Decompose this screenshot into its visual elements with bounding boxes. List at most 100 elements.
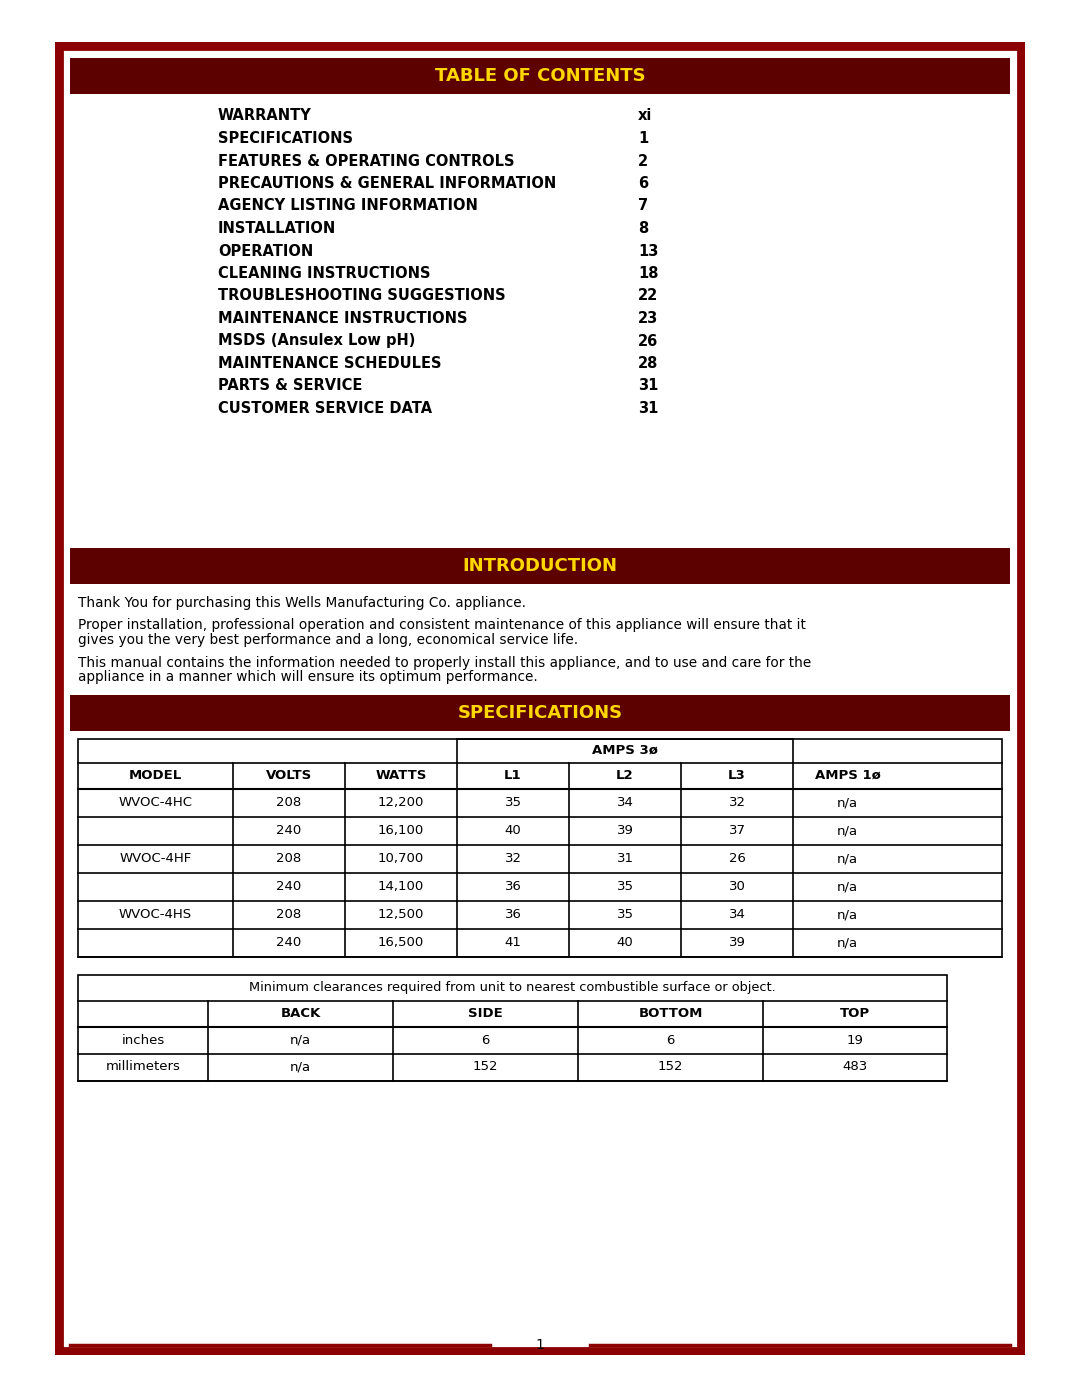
Text: 40: 40 bbox=[617, 936, 633, 949]
Text: Minimum clearances required from unit to nearest combustible surface or object.: Minimum clearances required from unit to… bbox=[249, 981, 775, 995]
Text: 39: 39 bbox=[729, 936, 745, 949]
Text: gives you the very best performance and a long, economical service life.: gives you the very best performance and … bbox=[78, 633, 578, 647]
Text: n/a: n/a bbox=[837, 908, 859, 921]
Text: WATTS: WATTS bbox=[376, 768, 427, 782]
Text: 26: 26 bbox=[638, 334, 658, 348]
Text: FEATURES & OPERATING CONTROLS: FEATURES & OPERATING CONTROLS bbox=[218, 154, 514, 169]
Text: SPECIFICATIONS: SPECIFICATIONS bbox=[458, 704, 622, 721]
Text: PARTS & SERVICE: PARTS & SERVICE bbox=[218, 379, 363, 394]
Text: 240: 240 bbox=[276, 936, 301, 949]
Text: 6: 6 bbox=[482, 1034, 489, 1046]
Text: n/a: n/a bbox=[837, 824, 859, 837]
Text: 14,100: 14,100 bbox=[378, 880, 424, 893]
Text: 34: 34 bbox=[617, 796, 634, 809]
Text: SIDE: SIDE bbox=[468, 1007, 503, 1020]
Bar bbox=[70, 548, 1010, 584]
Text: 208: 208 bbox=[276, 908, 301, 921]
Text: xi: xi bbox=[638, 109, 652, 123]
Text: MODEL: MODEL bbox=[129, 768, 183, 782]
Text: 31: 31 bbox=[617, 852, 634, 865]
Text: 208: 208 bbox=[276, 796, 301, 809]
Text: L1: L1 bbox=[504, 768, 522, 782]
Text: This manual contains the information needed to properly install this appliance, : This manual contains the information nee… bbox=[78, 655, 811, 669]
Text: BACK: BACK bbox=[281, 1007, 321, 1020]
Text: 483: 483 bbox=[842, 1060, 867, 1073]
Text: millimeters: millimeters bbox=[106, 1060, 180, 1073]
Text: SPECIFICATIONS: SPECIFICATIONS bbox=[218, 131, 353, 147]
Text: L3: L3 bbox=[728, 768, 746, 782]
Text: 16,500: 16,500 bbox=[378, 936, 424, 949]
Text: 39: 39 bbox=[617, 824, 634, 837]
Text: MAINTENANCE SCHEDULES: MAINTENANCE SCHEDULES bbox=[218, 356, 442, 372]
Text: AMPS 1ø: AMPS 1ø bbox=[814, 768, 880, 782]
Text: AGENCY LISTING INFORMATION: AGENCY LISTING INFORMATION bbox=[218, 198, 477, 214]
Text: 22: 22 bbox=[638, 289, 658, 303]
Text: 28: 28 bbox=[638, 356, 659, 372]
Text: 2: 2 bbox=[638, 154, 648, 169]
Text: 41: 41 bbox=[504, 936, 522, 949]
Bar bbox=[78, 975, 947, 1080]
Text: 35: 35 bbox=[617, 880, 634, 893]
Text: WVOC-4HC: WVOC-4HC bbox=[119, 796, 192, 809]
Text: 23: 23 bbox=[638, 312, 658, 326]
Text: 31: 31 bbox=[638, 401, 659, 416]
Text: inches: inches bbox=[121, 1034, 164, 1046]
Text: MAINTENANCE INSTRUCTIONS: MAINTENANCE INSTRUCTIONS bbox=[218, 312, 468, 326]
Text: n/a: n/a bbox=[289, 1034, 311, 1046]
Text: 31: 31 bbox=[638, 379, 659, 394]
Text: WVOC-4HF: WVOC-4HF bbox=[120, 852, 191, 865]
Text: 16,100: 16,100 bbox=[378, 824, 424, 837]
Text: 240: 240 bbox=[276, 824, 301, 837]
Text: VOLTS: VOLTS bbox=[266, 768, 312, 782]
Text: n/a: n/a bbox=[289, 1060, 311, 1073]
Text: 35: 35 bbox=[617, 908, 634, 921]
Text: 30: 30 bbox=[729, 880, 745, 893]
Text: 18: 18 bbox=[638, 265, 659, 281]
Text: INTRODUCTION: INTRODUCTION bbox=[462, 557, 618, 576]
Text: 32: 32 bbox=[729, 796, 745, 809]
Text: 13: 13 bbox=[638, 243, 659, 258]
Text: n/a: n/a bbox=[837, 936, 859, 949]
Text: 152: 152 bbox=[658, 1060, 684, 1073]
Text: 26: 26 bbox=[729, 852, 745, 865]
Text: Proper installation, professional operation and consistent maintenance of this a: Proper installation, professional operat… bbox=[78, 619, 806, 633]
Bar bbox=[78, 739, 1002, 957]
Text: 12,200: 12,200 bbox=[378, 796, 424, 809]
Text: 34: 34 bbox=[729, 908, 745, 921]
Text: TROUBLESHOOTING SUGGESTIONS: TROUBLESHOOTING SUGGESTIONS bbox=[218, 289, 505, 303]
Text: Thank You for purchasing this Wells Manufacturing Co. appliance.: Thank You for purchasing this Wells Manu… bbox=[78, 597, 526, 610]
Text: WVOC-4HS: WVOC-4HS bbox=[119, 908, 192, 921]
Text: TOP: TOP bbox=[840, 1007, 870, 1020]
Bar bbox=[55, 42, 1025, 1355]
Text: OPERATION: OPERATION bbox=[218, 243, 313, 258]
Text: INSTALLATION: INSTALLATION bbox=[218, 221, 336, 236]
Text: 6: 6 bbox=[638, 176, 648, 191]
Text: MSDS (Ansulex Low pH): MSDS (Ansulex Low pH) bbox=[218, 334, 416, 348]
Text: 208: 208 bbox=[276, 852, 301, 865]
Text: 240: 240 bbox=[276, 880, 301, 893]
Text: BOTTOM: BOTTOM bbox=[638, 1007, 703, 1020]
Bar bbox=[62, 49, 1018, 1348]
Text: 35: 35 bbox=[504, 796, 522, 809]
Text: 19: 19 bbox=[847, 1034, 863, 1046]
Text: L2: L2 bbox=[617, 768, 634, 782]
Text: 8: 8 bbox=[638, 221, 648, 236]
Text: CLEANING INSTRUCTIONS: CLEANING INSTRUCTIONS bbox=[218, 265, 431, 281]
Text: PRECAUTIONS & GENERAL INFORMATION: PRECAUTIONS & GENERAL INFORMATION bbox=[218, 176, 556, 191]
Text: 12,500: 12,500 bbox=[378, 908, 424, 921]
Text: AMPS 3ø: AMPS 3ø bbox=[592, 745, 658, 757]
Text: 36: 36 bbox=[504, 908, 522, 921]
Text: TABLE OF CONTENTS: TABLE OF CONTENTS bbox=[434, 67, 646, 85]
Text: CUSTOMER SERVICE DATA: CUSTOMER SERVICE DATA bbox=[218, 401, 432, 416]
Text: appliance in a manner which will ensure its optimum performance.: appliance in a manner which will ensure … bbox=[78, 671, 538, 685]
Text: 10,700: 10,700 bbox=[378, 852, 424, 865]
Text: 40: 40 bbox=[504, 824, 522, 837]
Text: 1: 1 bbox=[638, 131, 648, 147]
Text: 37: 37 bbox=[729, 824, 745, 837]
Bar bbox=[70, 59, 1010, 94]
Text: 36: 36 bbox=[504, 880, 522, 893]
Text: 1: 1 bbox=[536, 1338, 544, 1352]
Text: n/a: n/a bbox=[837, 852, 859, 865]
Text: WARRANTY: WARRANTY bbox=[218, 109, 312, 123]
Bar bbox=[62, 49, 1018, 1348]
